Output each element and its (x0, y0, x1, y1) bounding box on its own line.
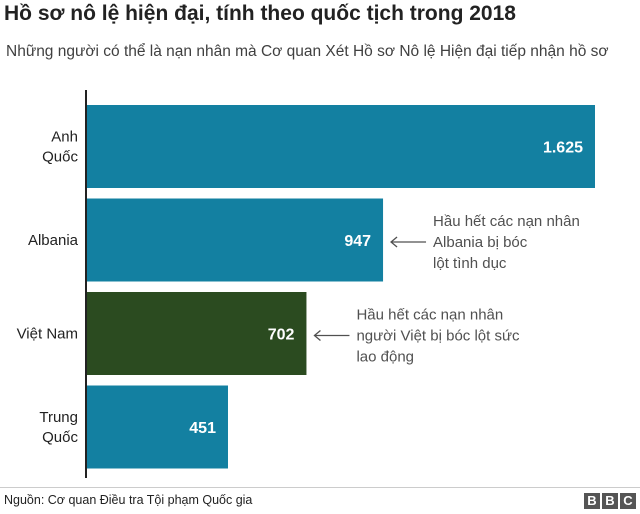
footer-divider (0, 487, 640, 488)
category-label: Albania (28, 232, 79, 249)
bar (87, 292, 307, 375)
chart-subtitle: Những người có thể là nạn nhân mà Cơ qua… (6, 43, 609, 60)
annotation-text: Hầu hết các nạn nhân Albania bị bóc lột tì… (433, 213, 580, 272)
bar-value-label: 451 (189, 420, 216, 437)
bar-value-label: 1.625 (543, 140, 583, 157)
bar-value-label: 947 (344, 233, 371, 250)
annotation-arrowhead (390, 236, 398, 248)
bar (87, 198, 384, 282)
chart-title: Hồ sơ nô lệ hiện đại, tính theo quốc tịc… (4, 2, 516, 25)
bbc-logo-letter: B (584, 493, 600, 509)
category-label: Trung Quốc (39, 409, 78, 446)
bar-chart: 1.625 Anh Quốc 947 Albania 702 Việt Nam 451 Trun… (17, 90, 595, 478)
bbc-logo-letter: B (602, 493, 618, 509)
annotation-arrowhead (313, 330, 321, 341)
bbc-logo: B B C (584, 493, 636, 509)
category-label: Anh Quốc (42, 129, 78, 166)
bbc-logo-letter: C (620, 493, 636, 509)
source-note: Nguồn: Cơ quan Điều tra Tội phạm Quốc gi… (4, 493, 253, 507)
annotation-text: Hầu hết các nạn nhân người Việt bị bóc lộ… (356, 307, 520, 366)
bar (87, 105, 595, 188)
category-label: Việt Nam (17, 326, 78, 343)
bar-value-label: 702 (268, 327, 295, 344)
bar (87, 385, 228, 469)
